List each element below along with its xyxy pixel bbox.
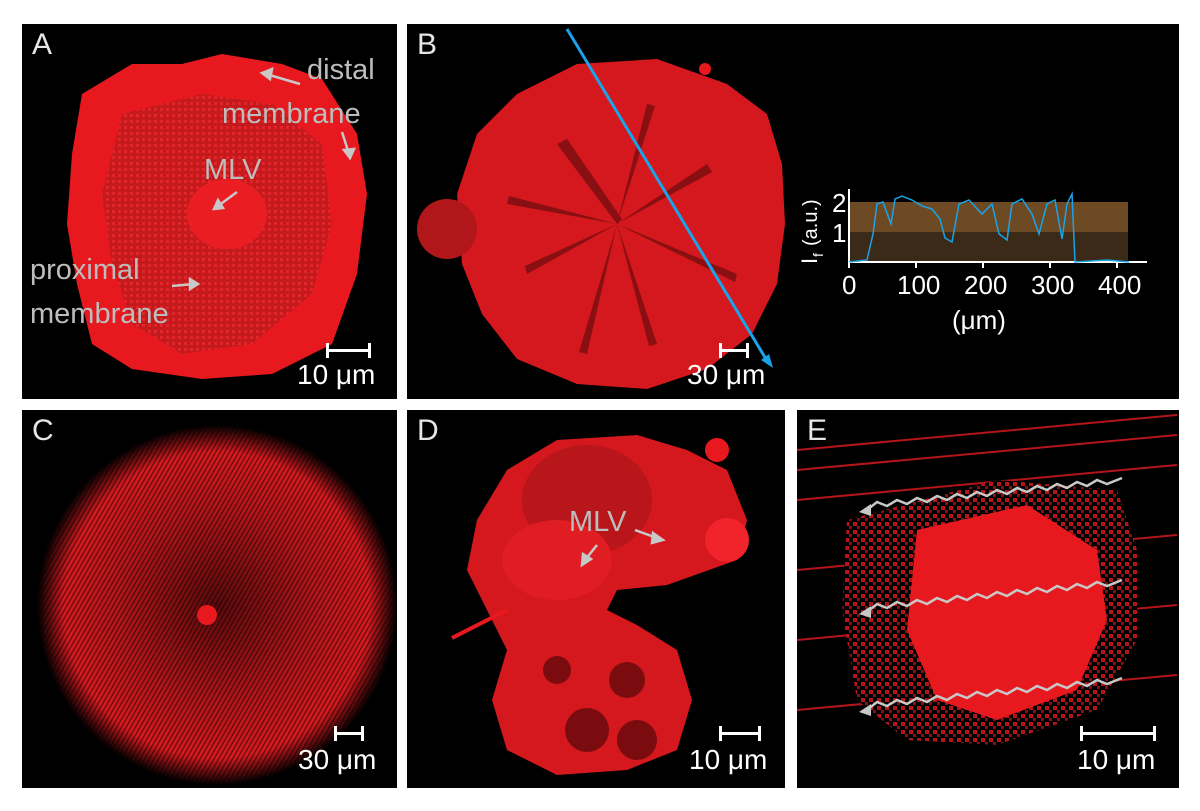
arrow-distal-head (259, 66, 274, 82)
panel-b-label: B (417, 28, 438, 61)
intensity-trace (848, 191, 1130, 263)
arrow-proximal-head (188, 276, 201, 292)
panel-a-scale-label: 10 μm (297, 359, 376, 390)
ytick-1: 1 (832, 218, 846, 248)
panel-c: C 30 μm (22, 410, 397, 788)
inset-xlabel: (μm) (952, 305, 1006, 335)
panel-b-scalebar (719, 343, 749, 358)
panel-e: E 10 μm (797, 410, 1179, 788)
arrow-membrane-head (341, 147, 357, 161)
xtick-300: 300 (1031, 270, 1074, 300)
xtick-200: 200 (964, 270, 1007, 300)
panel-e-scale-label: 10 μm (1077, 744, 1156, 775)
panel-a-label: A (32, 28, 53, 61)
annotation-membrane-proximal: membrane (30, 298, 169, 330)
ytick-2: 2 (832, 188, 846, 218)
inset-ylabel: I (797, 258, 822, 264)
panel-e-label: E (807, 414, 828, 447)
panel-a-arrows (171, 66, 357, 292)
annotation-mlv: MLV (204, 154, 262, 186)
panel-b-scale-label: 30 μm (687, 359, 766, 390)
panel-c-scale-label: 30 μm (298, 744, 377, 775)
annotation-distal: distal (307, 54, 375, 86)
annotation-proximal: proximal (30, 254, 140, 286)
panel-e-scalebar (1080, 726, 1156, 741)
flow-arrow-bottom (866, 676, 1123, 711)
xtick-100: 100 (897, 270, 940, 300)
panel-a: A distal membrane MLV proximal membrane … (22, 24, 397, 399)
band-level-1 (849, 232, 1128, 262)
annotation-mlv-d: MLV (569, 506, 627, 538)
flow-arrow-middle (866, 578, 1123, 613)
panel-d-label: D (417, 414, 439, 447)
arrow-mlv-head (211, 197, 226, 211)
panel-c-label: C (32, 414, 54, 447)
panel-d-scalebar (719, 726, 761, 741)
panel-b-image: 0 100 200 300 400 2 1 (μm) I f (a.u.) (417, 28, 1147, 389)
panel-c-scalebar (334, 726, 364, 741)
intensity-plot: 0 100 200 300 400 2 1 (μm) I f (a.u.) (797, 188, 1147, 335)
panel-d-scale-label: 10 μm (689, 744, 768, 775)
panel-d-image (451, 435, 749, 775)
inset-ylabel-sub: f (810, 253, 826, 257)
profile-line (565, 28, 771, 365)
panel-a-image (67, 54, 367, 379)
annotation-membrane-distal: membrane (222, 98, 361, 130)
panel-e-image (797, 414, 1178, 745)
xtick-0: 0 (842, 270, 856, 300)
xtick-400: 400 (1098, 270, 1141, 300)
panel-a-scalebar (326, 343, 371, 358)
inset-ylabel-units: (a.u.) (800, 199, 822, 246)
panel-d: D MLV 10 μm (407, 410, 785, 788)
panel-c-image (37, 425, 397, 785)
flow-arrow-top (866, 476, 1123, 511)
panel-b: 0 100 200 300 400 2 1 (μm) I f (a.u.) B … (407, 24, 1179, 399)
